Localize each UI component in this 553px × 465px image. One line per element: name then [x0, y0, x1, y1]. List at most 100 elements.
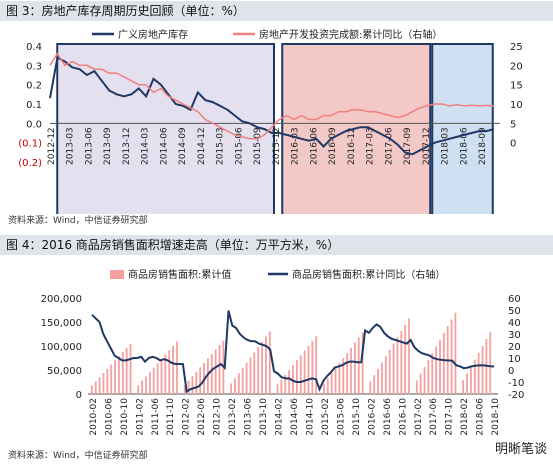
x-tick-label: 2016-09 [328, 127, 338, 165]
x-tick-label: 2012-10 [213, 398, 223, 436]
cycle-box-3 [431, 43, 494, 214]
bar [257, 347, 260, 394]
figure-3-source: 资料来源：Wind，中信证券研究部 [8, 216, 148, 226]
bar [183, 385, 186, 394]
x-tick-label: 2016-06 [310, 127, 320, 165]
bar [195, 371, 198, 394]
x-tick-label: 2010-06 [104, 398, 114, 436]
x-tick-label: 2014-06 [160, 127, 170, 165]
bar [404, 324, 407, 394]
bar [245, 362, 248, 394]
x-tick-label: 2016-03 [291, 127, 301, 165]
right-tick-label: 20 [510, 61, 523, 72]
bar [241, 367, 244, 394]
x-tick-label: 2012-02 [182, 398, 192, 436]
bar [431, 353, 434, 394]
x-tick-label: 2010-10 [120, 398, 130, 436]
x-tick-label: 2014-03 [141, 127, 151, 165]
bar [199, 367, 202, 394]
right-tick-label: -10 [508, 378, 524, 389]
bar [288, 369, 291, 394]
figure-3-chart: 0.4 0.3 0.2 0.1 0.0 (0.1) (0.2) 25 20 15 10 5 0 2012-… [18, 28, 523, 214]
bar [145, 376, 147, 394]
left-tick-label: 0.4 [26, 42, 42, 53]
x-tick-label: 2018-02 [460, 398, 470, 436]
bar [125, 347, 128, 394]
legend-label-2: 商品房销售面积:累计同比（右轴） [292, 268, 445, 281]
left-tick-label: 0.0 [26, 119, 42, 130]
figure-4: 图 4：2016 商品房销售面积增速走高（单位：万平方米，%） 200,000 1… [0, 234, 553, 465]
x-tick-label: 2010-02 [89, 398, 99, 436]
x-tick-label: 2018-06 [476, 398, 486, 436]
figure-3-title: 图 3：房地产库存周期历史回顾（单位：%） [0, 1, 553, 21]
left-tick-label: 0 [76, 390, 82, 401]
x-tick-label: 2018-06 [460, 127, 470, 165]
x-tick-label: 2015-03 [216, 127, 226, 165]
bar [462, 380, 465, 394]
bar [148, 372, 151, 394]
bar [323, 383, 325, 394]
bar [160, 359, 163, 394]
x-tick-label: 2013-06 [244, 398, 254, 436]
bar [176, 341, 178, 394]
bar [284, 374, 287, 394]
bar [303, 350, 306, 394]
bar [435, 346, 438, 394]
right-tick-label: 60 [508, 294, 521, 305]
left-tick-label: 50,000 [47, 366, 82, 377]
bar [114, 360, 116, 394]
watermark-text: 明晰笔谈 [494, 442, 547, 457]
bar [377, 368, 379, 394]
left-tick-label: 0.3 [26, 61, 42, 72]
figure-4-chart: 200,000150,000100,00050,0000605040302010… [41, 268, 525, 436]
x-tick-label: 2015-09 [253, 127, 263, 165]
bar [98, 377, 101, 394]
bar [187, 380, 190, 394]
bar [265, 336, 267, 394]
bar [373, 375, 376, 394]
bar [172, 345, 174, 394]
x-tick-label: 2017-02 [414, 398, 424, 436]
x-tick-label: 2011-10 [166, 398, 176, 436]
x-tick-label: 2017-03 [366, 127, 376, 165]
bar [168, 350, 171, 394]
bar [299, 355, 302, 394]
bar [94, 381, 97, 394]
bar [295, 360, 298, 394]
bar [234, 378, 236, 394]
right-tick-label: 30 [508, 330, 521, 341]
x-tick-label: 2014-02 [275, 398, 285, 436]
bar [470, 366, 472, 394]
bar [396, 337, 399, 394]
bar [191, 376, 194, 394]
figure-4-source: 资料来源：Wind，中信证券研究部 [8, 451, 148, 461]
right-tick-label: 0 [510, 139, 516, 150]
bar [454, 312, 457, 394]
bar [442, 333, 445, 394]
x-tick-label: 2014-10 [305, 398, 315, 436]
bar [110, 364, 113, 394]
bar [400, 331, 403, 394]
x-tick-label: 2015-10 [352, 398, 362, 436]
series-line-2 [49, 52, 494, 140]
bar [102, 373, 105, 394]
right-tick-label: 40 [508, 318, 521, 329]
right-tick-label: 10 [510, 100, 523, 111]
x-tick-label: 2018-03 [441, 127, 451, 165]
bar [326, 378, 329, 394]
right-tick-label: 5 [510, 119, 516, 130]
x-tick-label: 2016-02 [367, 398, 377, 436]
figure-3: 图 3：房地产库存周期历史回顾（单位：%） 0.4 0.3 0.2 0.1 0.0 (0.… [0, 0, 553, 232]
bar [357, 337, 360, 394]
x-tick-label: 2014-09 [178, 127, 188, 165]
bar [342, 358, 345, 394]
left-tick-label: 0.1 [26, 100, 42, 111]
bar [334, 368, 337, 394]
x-tick-label: 2013-12 [122, 127, 132, 165]
x-tick-label: 2018-10 [491, 398, 501, 436]
x-tick-label: 2016-06 [383, 398, 393, 436]
x-tick-label: 2016-12 [347, 127, 357, 165]
bar [137, 385, 140, 394]
legend-swatch-1 [110, 270, 124, 279]
x-tick-label: 2017-06 [429, 398, 439, 436]
